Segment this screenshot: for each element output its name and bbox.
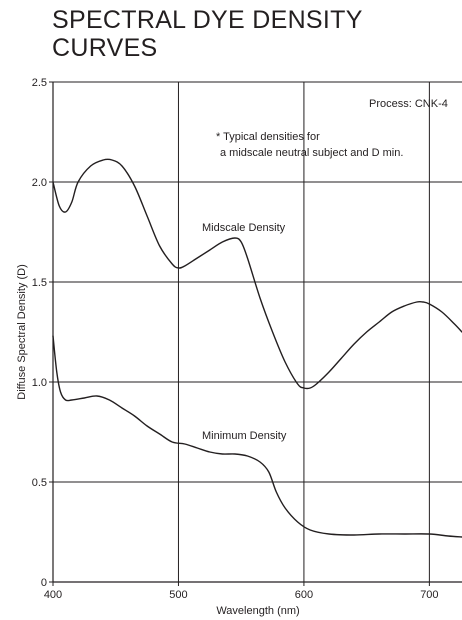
y-tick-label-2: 1.0 <box>32 377 47 389</box>
note-line-1: * Typical densities for <box>216 131 320 143</box>
series-line-midscale <box>52 158 462 390</box>
x-tick-label-0: 400 <box>44 589 62 601</box>
tick-labels: 0 0.5 1.0 1.5 2.0 2.5 400 500 600 700 <box>32 77 439 601</box>
y-tick-label-3: 1.5 <box>32 277 47 289</box>
y-tick-label-4: 2.0 <box>32 177 47 189</box>
series-layer <box>52 158 462 538</box>
chart-title-line-2: CURVES <box>52 34 158 62</box>
process-label: Process: CNK-4 <box>369 98 448 110</box>
y-tick-label-0: 0 <box>41 577 47 589</box>
series-label-midscale: Midscale Density <box>202 222 286 234</box>
x-tick-label-1: 500 <box>169 589 187 601</box>
y-axis-label: Diffuse Spectral Density (D) <box>16 264 28 400</box>
series-label-minimum: Minimum Density <box>202 430 287 442</box>
x-tick-label-3: 700 <box>420 589 438 601</box>
x-tick-label-2: 600 <box>295 589 313 601</box>
grid-layer <box>53 81 462 582</box>
x-axis-label: Wavelength (nm) <box>216 605 299 617</box>
y-tick-label-1: 0.5 <box>32 477 47 489</box>
y-tick-label-5: 2.5 <box>32 77 47 89</box>
series-line-minimum <box>52 335 462 538</box>
axes-layer <box>52 82 462 583</box>
note-line-2: a midscale neutral subject and D min. <box>220 147 403 159</box>
chart-title-line-1: SPECTRAL DYE DENSITY <box>52 6 363 34</box>
chart-title: SPECTRAL DYE DENSITY CURVES <box>52 6 452 62</box>
